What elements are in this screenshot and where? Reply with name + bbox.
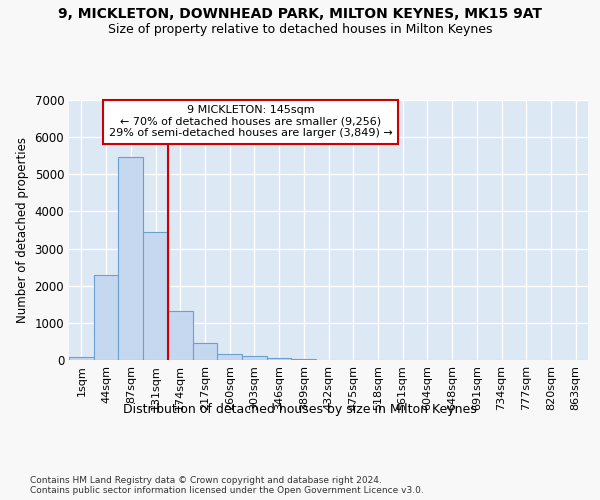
Y-axis label: Number of detached properties: Number of detached properties [16,137,29,323]
Bar [193,343,217,360]
Bar [143,232,168,360]
Bar [217,354,242,360]
Bar [94,276,118,360]
Bar [118,157,143,360]
Bar [168,312,193,360]
Bar [267,358,292,360]
Text: Contains HM Land Registry data © Crown copyright and database right 2024.
Contai: Contains HM Land Registry data © Crown c… [30,476,424,495]
Text: Size of property relative to detached houses in Milton Keynes: Size of property relative to detached ho… [108,22,492,36]
Bar [242,356,267,360]
Bar [292,359,316,360]
Text: Distribution of detached houses by size in Milton Keynes: Distribution of detached houses by size … [123,402,477,415]
Text: 9 MICKLETON: 145sqm
← 70% of detached houses are smaller (9,256)
29% of semi-det: 9 MICKLETON: 145sqm ← 70% of detached ho… [109,105,392,138]
Bar [69,357,94,360]
Text: 9, MICKLETON, DOWNHEAD PARK, MILTON KEYNES, MK15 9AT: 9, MICKLETON, DOWNHEAD PARK, MILTON KEYN… [58,8,542,22]
